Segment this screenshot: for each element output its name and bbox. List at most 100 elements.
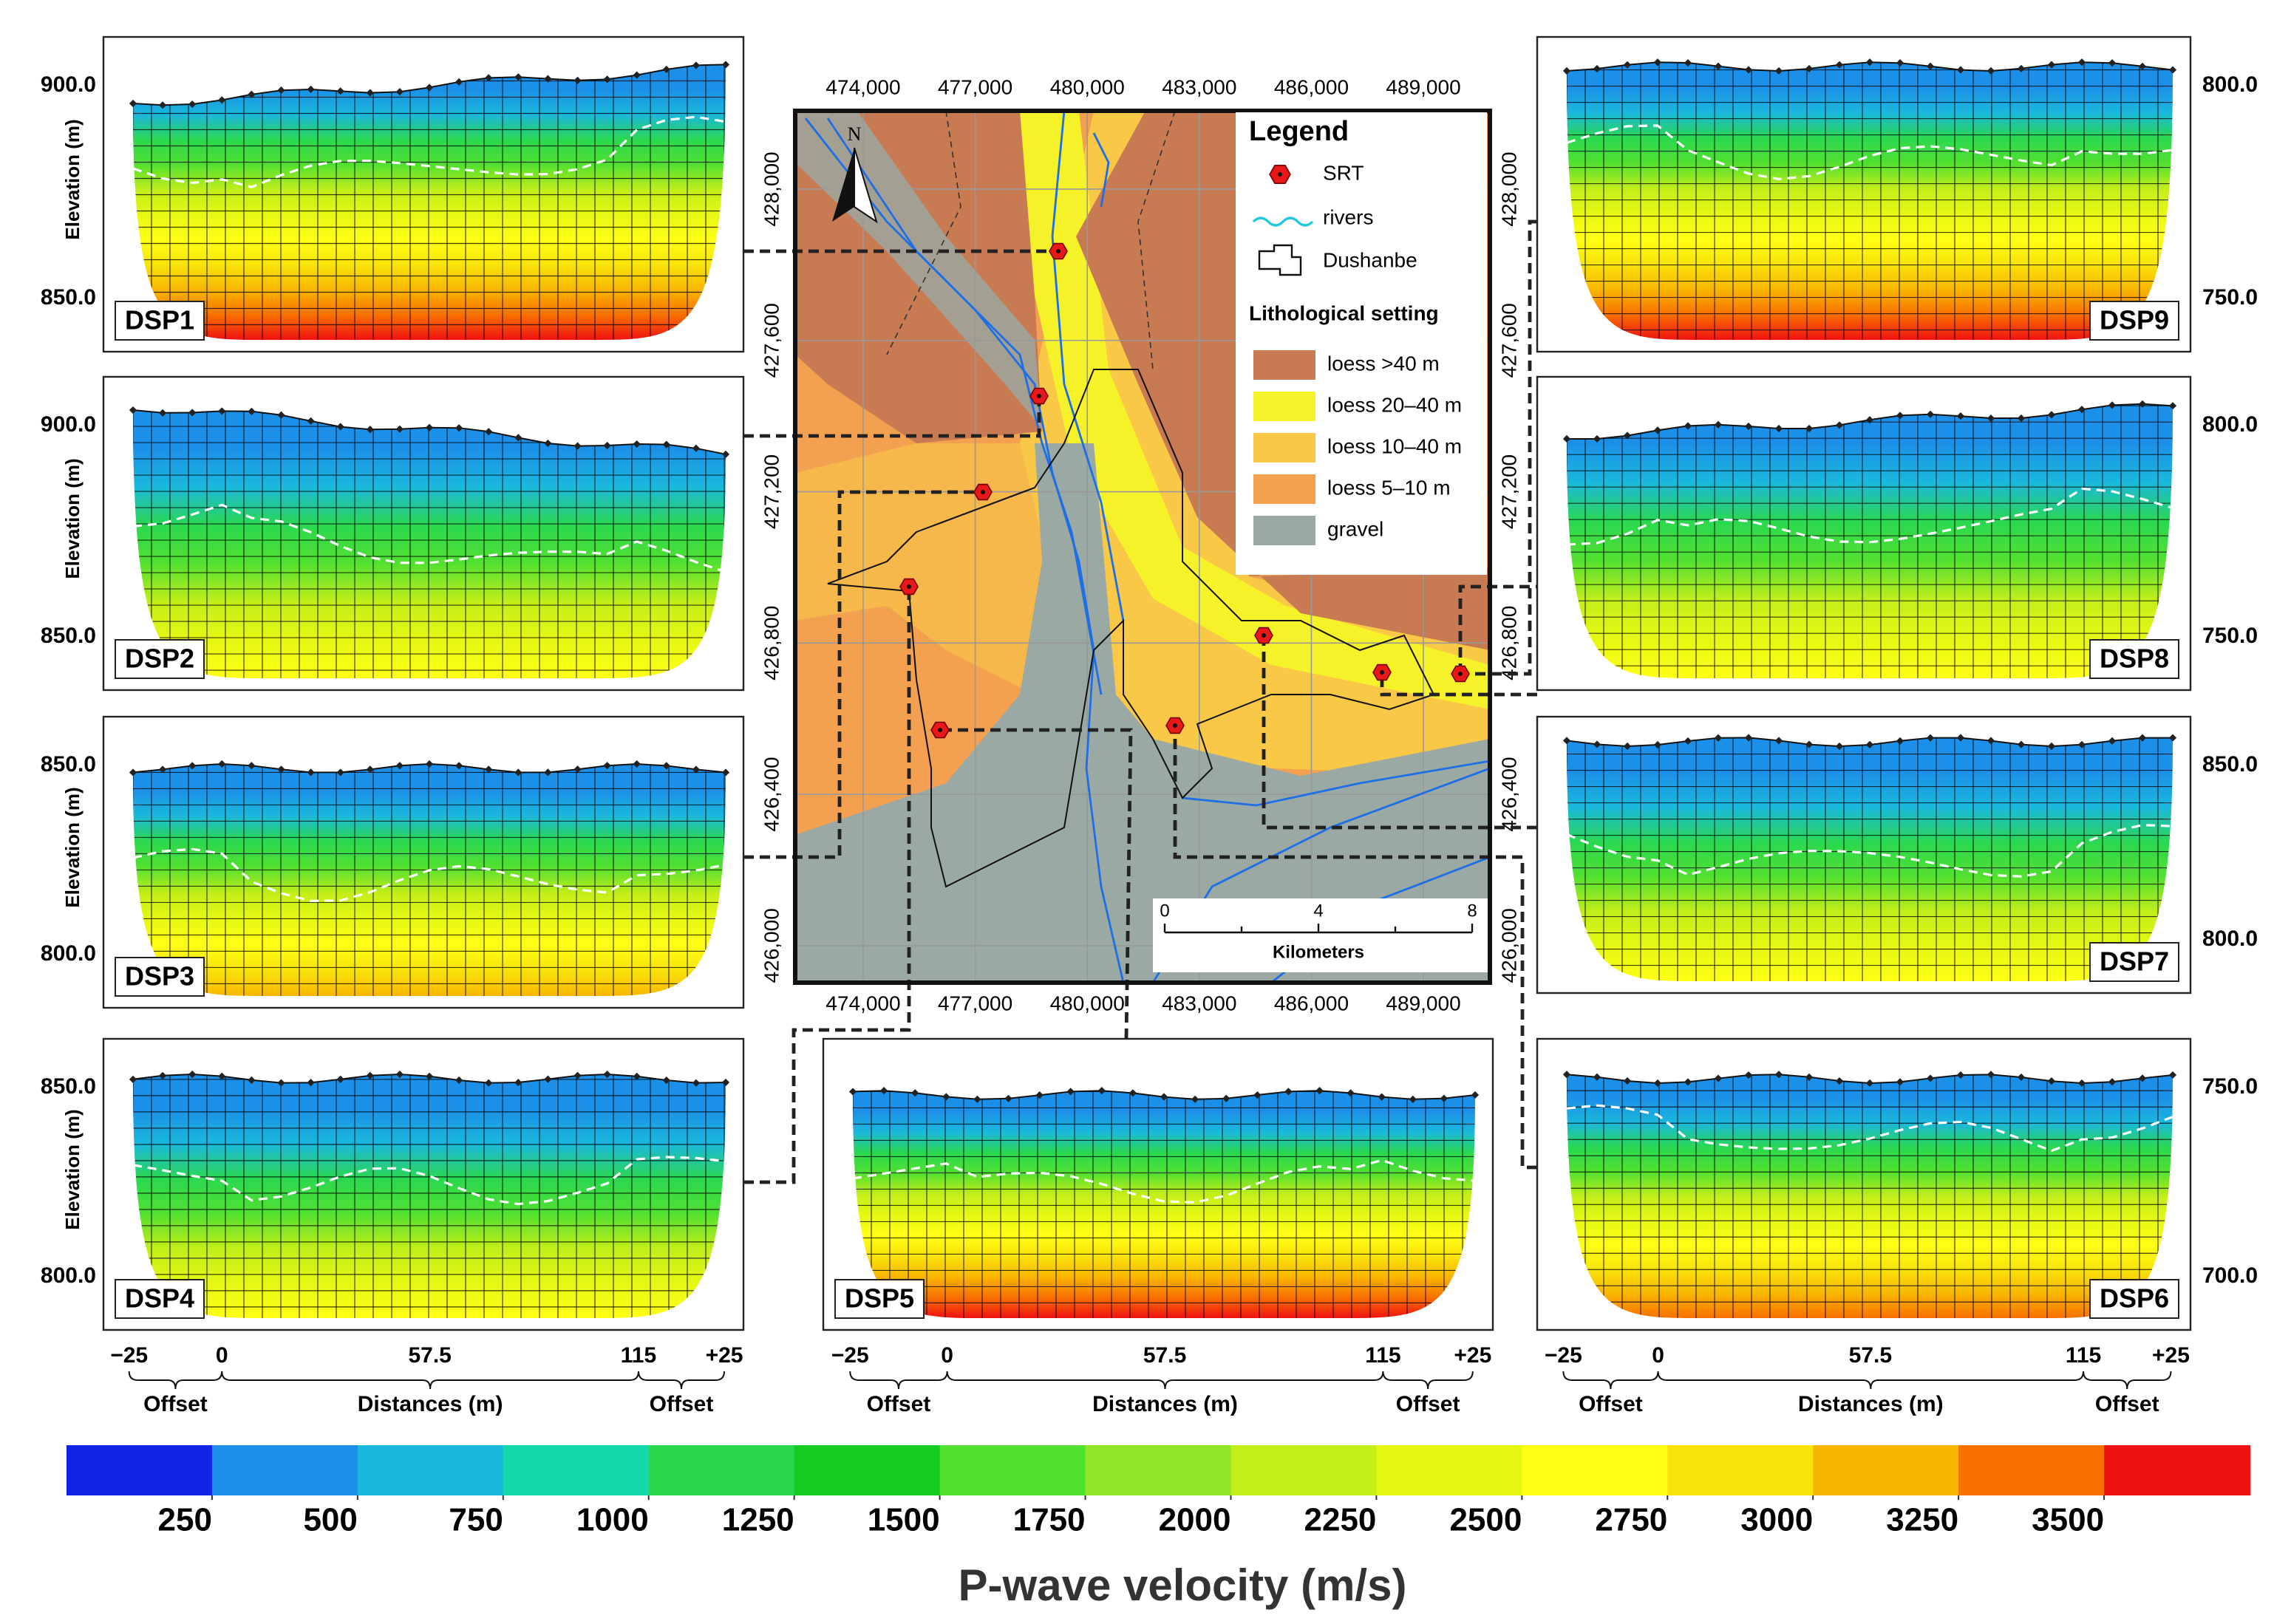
profile-panel: DSP3 850.0 800.0 Elevation (m) [41, 715, 745, 1009]
distance-tick-label: +25 [706, 1343, 743, 1368]
geophone [1471, 1091, 1480, 1099]
geophone [1896, 59, 1904, 67]
map-x-tick-label: 489,000 [1386, 75, 1460, 98]
geophone [1562, 1071, 1571, 1079]
map-frame [793, 109, 1492, 985]
geophone [1774, 1071, 1783, 1079]
legend-title: Legend [1249, 116, 1349, 147]
color-bar-tick-label: 500 [303, 1502, 357, 1538]
panel-label: DSP1 [125, 305, 194, 335]
map-x-tick-label: 477,000 [938, 75, 1012, 98]
map-x-tick-label: 474,000 [825, 992, 900, 1014]
distance-tick-label: 0 [1652, 1343, 1664, 1368]
geophone [662, 1076, 670, 1085]
river [1182, 760, 1490, 807]
distance-tick-label: 115 [1365, 1343, 1400, 1368]
map-y-tick-label: 428,000 [1497, 151, 1520, 226]
color-bar-tick-label: 1500 [868, 1502, 940, 1538]
geophone [485, 74, 493, 82]
profile-panel: DSP1 900.0 850.0 Elevation (m) [41, 35, 745, 353]
distance-tick-label: −25 [1545, 1343, 1582, 1368]
geophone [485, 428, 493, 436]
map-y-tick-label: 426,800 [760, 606, 783, 680]
geophone [2138, 62, 2147, 70]
elevation-axis-label: Elevation (m) [61, 458, 84, 579]
map-x-tick-label: 480,000 [1050, 992, 1125, 1014]
geophone [455, 424, 463, 432]
geophone [2138, 1074, 2147, 1082]
geophone [2017, 414, 2026, 423]
color-bar-segment [2104, 1445, 2250, 1495]
geophone [692, 1079, 700, 1087]
elevation-tick-label: 750.0 [2202, 624, 2258, 648]
brace [849, 1371, 948, 1390]
geophone [1896, 1078, 1904, 1086]
geophone [2017, 64, 2026, 72]
refractor-line [133, 1156, 726, 1206]
color-bar-segment [1958, 1445, 2106, 1495]
offset-label: Offset [1579, 1392, 1643, 1416]
geophone [1774, 737, 1783, 745]
geophone [1684, 1078, 1692, 1086]
geophone [1744, 66, 1753, 74]
geophone [1774, 66, 1783, 75]
color-bar-tick-label: 1000 [576, 1502, 649, 1538]
geophone [1160, 1093, 1168, 1101]
color-bar-tick-label: 750 [449, 1502, 503, 1538]
geophone [425, 423, 434, 431]
geophone [633, 760, 641, 768]
legend-srt-dot [1278, 172, 1282, 177]
elevation-tick-label: 800.0 [41, 1263, 96, 1288]
brace [221, 1371, 639, 1390]
refractor-line [133, 503, 726, 573]
map-y-tick-label: 427,600 [1497, 303, 1520, 378]
color-bar-segment [1230, 1445, 1378, 1495]
velocity-model [1567, 62, 2173, 340]
geophone [1315, 1087, 1324, 1095]
elevation-tick-label: 850.0 [41, 752, 96, 777]
refractor-line [1567, 124, 2173, 181]
panel-label-box [115, 1279, 205, 1319]
elevation-tick-label: 850.0 [41, 285, 96, 310]
model-grid [853, 1091, 1475, 1318]
connector [1262, 635, 1537, 830]
geophone [880, 1087, 888, 1095]
geophone [1684, 422, 1692, 430]
srt-site-dot [1262, 633, 1266, 638]
geophone [2108, 1078, 2117, 1086]
panel-label-box [2089, 301, 2179, 341]
panel-label: DSP3 [125, 961, 194, 992]
geophone [277, 411, 285, 419]
geophone [2077, 1079, 2086, 1088]
map-x-tick-label: 483,000 [1162, 992, 1236, 1014]
distance-axis: −25 0 57.5 115 +25 Offset Distances (m) Offset [110, 1343, 743, 1416]
north-arrow [854, 147, 878, 224]
map-x-tick-label: 474,000 [825, 75, 900, 98]
geophone [1835, 61, 1844, 69]
offset-label: Offset [143, 1392, 208, 1416]
geophone [1562, 66, 1571, 75]
refractor-line [133, 115, 726, 188]
color-bar-tick-label: 2000 [1159, 1502, 1231, 1538]
panel-label: DSP5 [845, 1283, 914, 1314]
legend-city [1258, 244, 1302, 276]
connector [743, 587, 911, 1184]
geophone [395, 1070, 404, 1079]
geophone [662, 440, 670, 448]
geophone [544, 439, 552, 448]
legend-lith-label: loess 20–40 m [1327, 393, 1462, 416]
river [1051, 111, 1125, 621]
geophone [1805, 64, 1814, 73]
map-y-tick-label: 426,400 [760, 757, 783, 831]
offset-label: Offset [1396, 1392, 1460, 1416]
lithology-area [795, 443, 1490, 983]
geophone [692, 444, 700, 452]
geophone [2108, 401, 2117, 409]
elevation-tick-label: 800.0 [2202, 412, 2258, 437]
distance-tick-label: 0 [941, 1343, 953, 1368]
scale-tick-label: 0 [1160, 901, 1169, 921]
profile-panel: DSP2 900.0 850.0 Elevation (m) [41, 375, 745, 692]
legend-swatch [1253, 474, 1315, 504]
geophone [1593, 740, 1601, 748]
